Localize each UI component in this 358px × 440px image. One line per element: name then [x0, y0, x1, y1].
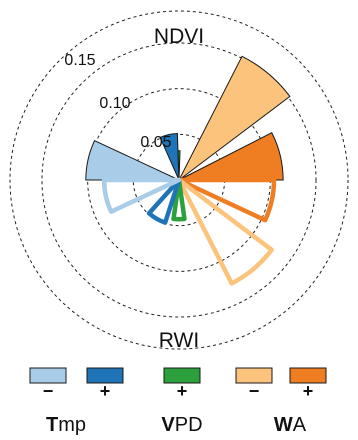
- legend-label-2: WA: [274, 414, 307, 436]
- ring-labels: 0.05 0.10 0.15: [64, 52, 171, 151]
- legend-label-0: Tmp: [46, 414, 86, 436]
- legend-label-initial: W: [274, 414, 293, 436]
- wedges: [86, 56, 290, 283]
- rwi-wedge-wa_neg: [179, 180, 272, 283]
- legend-label-initial: T: [46, 414, 58, 436]
- legend-label-rest: PD: [175, 414, 203, 436]
- legend: − + + − + Tmp VPD WA: [30, 368, 326, 436]
- ndvi-label: NDVI: [154, 25, 204, 48]
- ring-label-2: 0.15: [64, 52, 95, 69]
- legend-label-rest: mp: [58, 414, 86, 436]
- rwi-label: RWI: [159, 329, 199, 352]
- ring-label-0: 0.05: [140, 134, 171, 151]
- legend-label-1: VPD: [161, 414, 202, 436]
- legend-sign-vpd_pos: +: [177, 381, 188, 401]
- legend-sign-wa_neg: −: [249, 381, 260, 401]
- legend-sign-wa_pos: +: [303, 381, 314, 401]
- ring-label-1: 0.10: [99, 95, 130, 112]
- legend-label-initial: V: [161, 414, 175, 436]
- legend-sign-tmp_pos: +: [100, 381, 111, 401]
- legend-sign-tmp_neg: −: [43, 381, 54, 401]
- legend-label-rest: A: [293, 414, 307, 436]
